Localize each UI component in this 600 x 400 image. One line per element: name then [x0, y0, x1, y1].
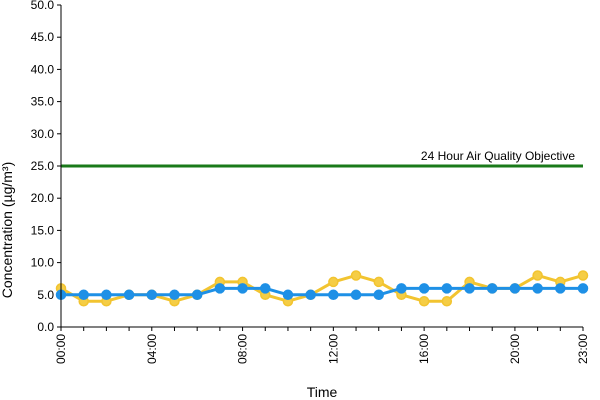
series-2-point [328, 289, 339, 301]
series-2-point [282, 289, 294, 301]
x-tick-label: 08:00 [236, 334, 250, 364]
series-2-point [373, 289, 384, 301]
series-group [55, 270, 589, 307]
x-tick-label: 04:00 [145, 334, 159, 364]
series-2-point [486, 283, 498, 294]
series-1-point [441, 295, 453, 307]
series-2-point [577, 283, 589, 294]
y-axis-title: Concentration (µg/m³) [0, 162, 15, 298]
series-2-point [78, 289, 89, 301]
series-1-point [328, 276, 339, 288]
x-axis-title: Time [307, 384, 338, 400]
x-tick-label: 20:00 [508, 334, 522, 364]
series-2-point [214, 283, 226, 294]
series-2-point [191, 289, 203, 301]
series-1-point [577, 270, 589, 281]
series-1-point [418, 295, 430, 307]
series-2-point [123, 289, 135, 301]
series-1-point [532, 270, 543, 281]
y-tick-label: 40.0 [31, 62, 55, 76]
y-axis-ticks: 0.0 5.0 10.0 15.0 20.0 25.0 30.0 35.0 40.0 45.0 50… [31, 0, 61, 334]
y-tick-label: 0.0 [37, 320, 54, 334]
y-tick-label: 50.0 [31, 0, 55, 12]
series-2-point [237, 283, 248, 294]
series-2-point [532, 283, 543, 294]
reference-line-group: 24 Hour Air Quality Objective [61, 149, 583, 168]
y-tick-label: 20.0 [31, 191, 55, 205]
y-tick-label: 25.0 [31, 159, 55, 173]
y-tick-label: 30.0 [31, 127, 55, 141]
x-tick-label: 23:00 [576, 334, 590, 364]
x-tick-label: 00:00 [54, 334, 68, 364]
x-tick-label: 16:00 [417, 334, 431, 364]
y-tick-label: 35.0 [31, 95, 55, 109]
y-tick-label: 5.0 [37, 288, 54, 302]
y-tick-label: 10.0 [31, 256, 55, 270]
series-2-point [555, 283, 566, 294]
reference-line-label: 24 Hour Air Quality Objective [421, 149, 575, 163]
y-tick-label: 15.0 [31, 223, 55, 237]
series-2-point [464, 283, 475, 294]
series-2-point [396, 283, 407, 294]
series-2-point [169, 289, 180, 301]
series-2-point [146, 289, 158, 301]
x-axis-ticks: 00:00 04:00 08:00 12:00 16:00 20:00 23:00 [54, 327, 590, 364]
series-2-point [260, 283, 271, 294]
y-tick-label: 45.0 [31, 30, 55, 44]
series-2-point [441, 283, 453, 294]
series-2-point [350, 289, 362, 301]
x-tick-label: 12:00 [326, 334, 340, 364]
series-2-point [101, 289, 112, 301]
series-2-point [305, 289, 316, 301]
series-2-point [418, 283, 430, 294]
series-2-point [509, 283, 521, 294]
series-1-point [350, 270, 362, 281]
series-1-point [373, 276, 384, 288]
